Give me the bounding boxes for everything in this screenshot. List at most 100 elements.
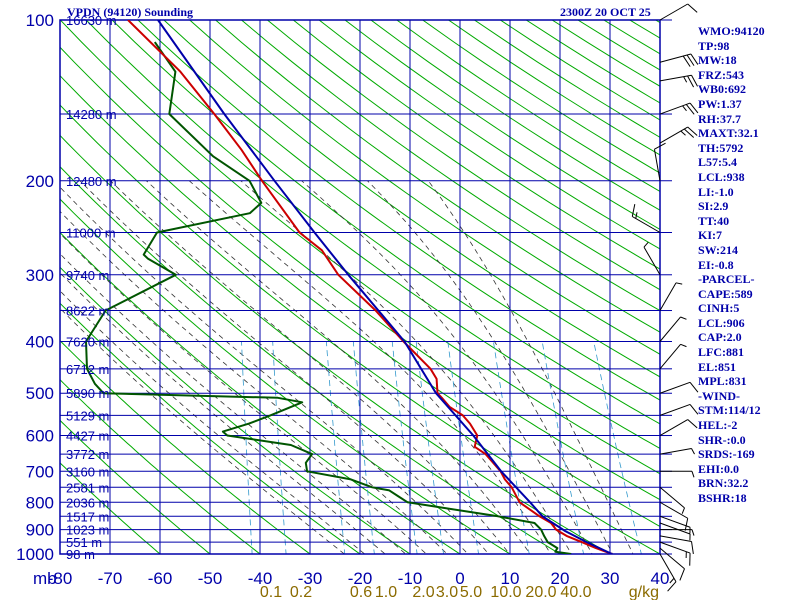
index-item: WMO:94120	[698, 24, 765, 38]
mixing-ratio-label: 40.0	[560, 584, 591, 600]
index-item: L57:5.4	[698, 155, 737, 170]
temperature-tick-label: 40	[651, 569, 670, 588]
wind-barb-half-flag	[691, 448, 695, 455]
height-label: 1517 m	[66, 509, 109, 524]
height-label: 3160 m	[66, 464, 109, 479]
height-label: 98 m	[66, 547, 95, 562]
height-label: 551 m	[66, 535, 102, 550]
pressure-unit-label: mb	[33, 569, 57, 588]
temperature-tick-label: -40	[248, 569, 273, 588]
sounding-time: 2300Z 20 OCT 25	[560, 5, 651, 19]
wind-barb-flag	[690, 53, 699, 65]
wind-barb-flag	[689, 404, 699, 415]
dry-adiabat	[60, 302, 361, 554]
mixing-ratio-label: 0.2	[290, 584, 312, 600]
index-item: EL:851	[698, 359, 737, 374]
temperature-tick-label: -70	[98, 569, 123, 588]
wind-barb-flag	[689, 381, 699, 393]
dry-adiabat	[189, 20, 660, 355]
dewpoint-profile	[85, 41, 572, 554]
mixing-ratio-label: 2.0	[412, 584, 434, 600]
wind-barb-staff	[659, 343, 681, 370]
mixing-ratio-line	[391, 341, 418, 554]
mixing-ratio-label: 0.1	[260, 584, 282, 600]
dry-adiabat	[215, 20, 660, 333]
height-label: 5129 m	[66, 408, 109, 423]
wind-barb-flag	[683, 128, 695, 138]
index-item: TP:98	[698, 38, 730, 53]
wind-barb-half-flag	[681, 507, 685, 514]
dry-adiabat	[60, 231, 461, 554]
grid-lines	[59, 19, 672, 555]
pressure-tick-label: 600	[26, 427, 54, 446]
wind-barb-half-flag	[682, 105, 687, 112]
chart-title: VPDN (94120) Sounding	[67, 5, 193, 19]
dry-adiabat	[85, 20, 660, 450]
height-label: 8622 m	[66, 304, 109, 319]
index-item: KI:7	[698, 228, 722, 243]
mixing-ratio-unit: g/kg	[629, 584, 659, 600]
background-lines	[60, 20, 660, 554]
wind-barb-staff	[659, 448, 692, 455]
index-item: BRN:32.2	[698, 476, 749, 491]
wind-barb-staff	[659, 381, 691, 394]
index-item: LCL:906	[698, 315, 745, 330]
wind-barb-staff	[659, 102, 691, 115]
dry-adiabat	[60, 462, 161, 554]
wind-barb-staff	[659, 522, 691, 535]
height-label: 14280 m	[66, 107, 117, 122]
index-item: MPL:831	[698, 374, 747, 389]
moist-adiabat	[367, 180, 614, 554]
index-item: CAPE:589	[698, 286, 753, 301]
height-label: 12480 m	[66, 174, 117, 189]
mixing-ratio-line	[241, 341, 253, 554]
wind-barb-staff	[659, 403, 691, 416]
moist-adiabat	[189, 180, 552, 554]
pressure-tick-label: 100	[26, 11, 54, 30]
index-item: RH:37.7	[698, 111, 741, 126]
wind-barb-half-flag	[680, 316, 687, 320]
height-label: 11000 m	[66, 225, 116, 240]
wind-barb-half-flag	[680, 130, 686, 136]
wind-barb-half-flag	[691, 529, 695, 536]
wind-barb-staff	[659, 515, 691, 528]
height-label: 4427 m	[66, 429, 109, 444]
dry-adiabat	[60, 104, 660, 554]
wind-barbs	[631, 3, 699, 592]
mixing-ratio-label: 1.0	[375, 584, 397, 600]
mixing-ratio-line	[447, 341, 480, 554]
mixing-ratio-label: 20.0	[525, 584, 556, 600]
index-item: MW:18	[698, 53, 737, 68]
index-item: HEL:-2	[698, 418, 738, 433]
mixing-ratio-label: 10.0	[490, 584, 521, 600]
index-item: SHR-:0.0	[698, 432, 746, 447]
index-item: EI:-0.8	[698, 257, 734, 272]
height-label: 2036 m	[66, 495, 109, 510]
index-item: PW:1.37	[698, 96, 742, 111]
wind-barb-staff	[659, 3, 688, 21]
height-label: 1023 m	[66, 523, 109, 538]
moist-adiabat	[60, 272, 386, 554]
wind-barb-flag	[689, 102, 699, 114]
wind-barb-flag	[686, 54, 695, 66]
temperature-tick-label: 20	[551, 569, 570, 588]
pressure-tick-label: 300	[26, 266, 54, 285]
index-item: TT:40	[698, 213, 730, 228]
index-item: BSHR:18	[698, 491, 747, 505]
index-item: MAXT:32.1	[698, 126, 759, 141]
height-label: 3772 m	[66, 447, 109, 462]
index-item: -PARCEL-	[698, 272, 755, 287]
dry-adiabat	[60, 339, 311, 554]
index-item: LCL:938	[698, 169, 745, 184]
dry-adiabat	[60, 20, 660, 475]
index-item: -WIND-	[698, 388, 740, 403]
wind-barb-flag	[687, 126, 698, 136]
height-label: 6712 m	[66, 362, 109, 377]
indices-panel: WMO:94120 TP:98 MW:18 FRZ:543 WB0:692 PW:1.37…	[698, 24, 798, 506]
dry-adiabat	[292, 20, 660, 270]
index-item: TH:5792	[698, 140, 744, 155]
dry-adiabat	[241, 20, 660, 312]
wind-barb-staff	[659, 547, 685, 570]
wind-barb-staff	[643, 246, 661, 276]
